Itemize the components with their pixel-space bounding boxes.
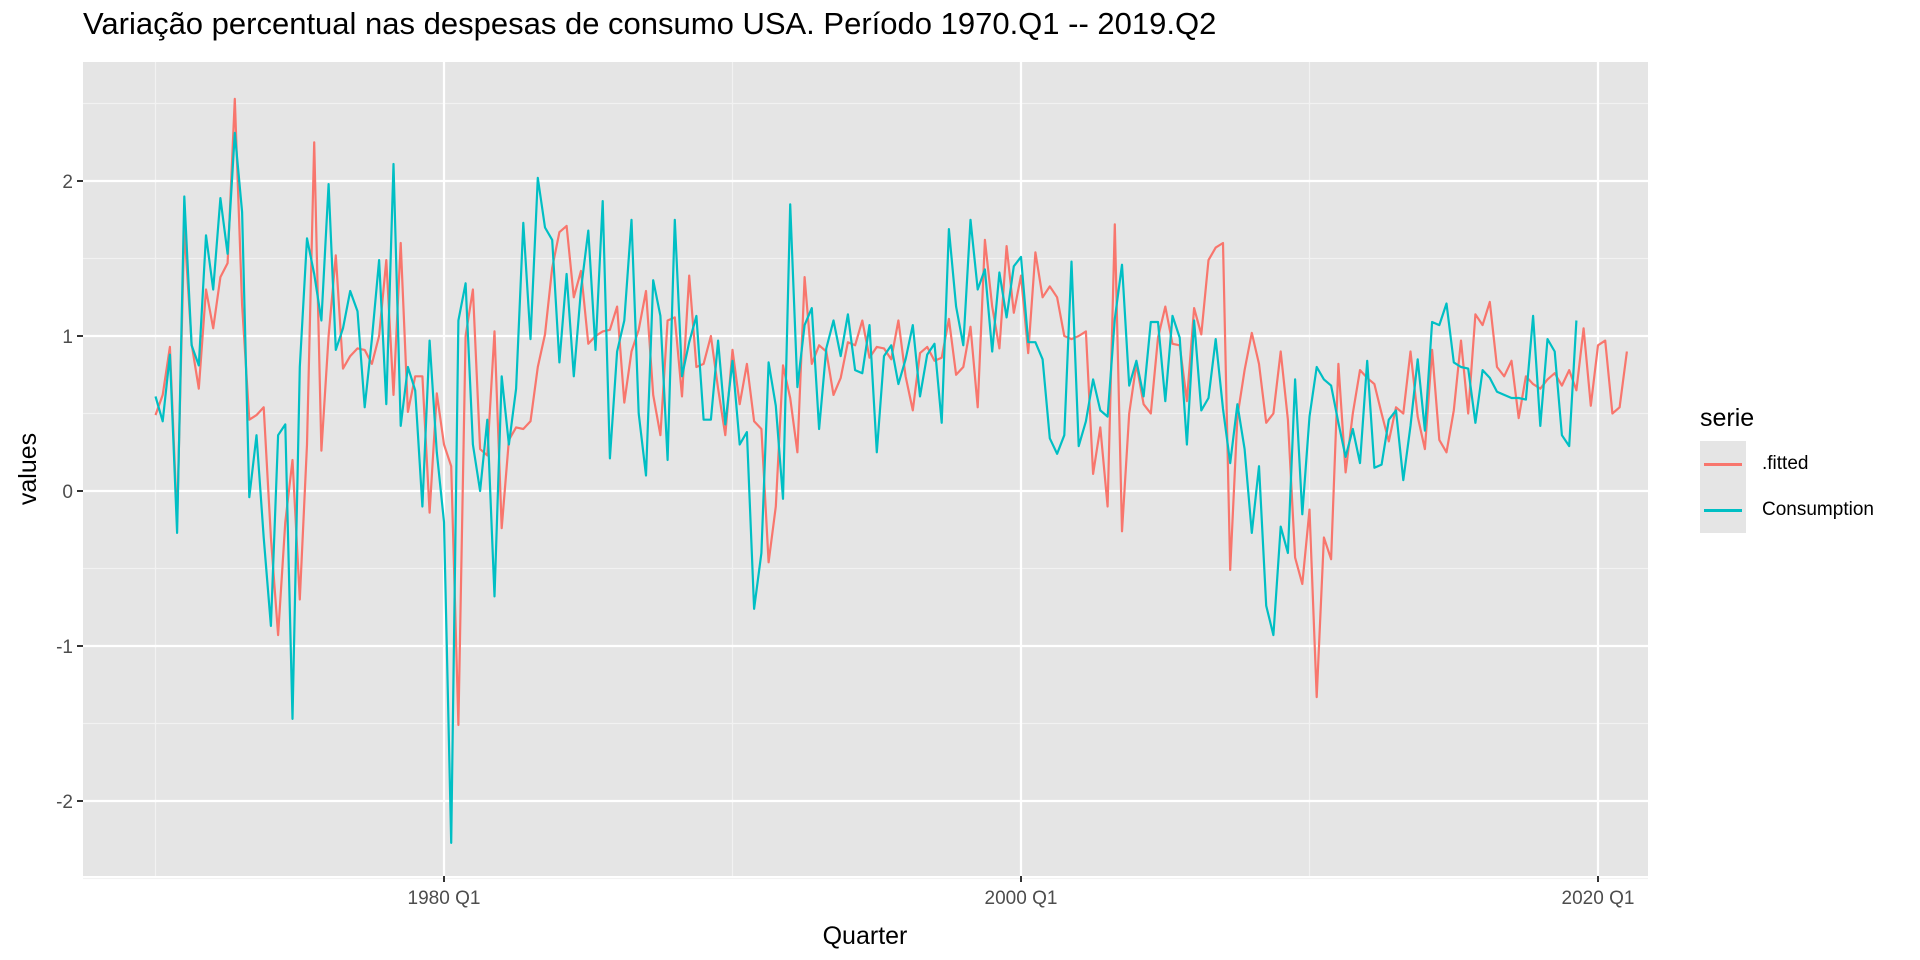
chart-title: Variação percentual nas despesas de cons…: [83, 6, 1217, 41]
y-tick-label: -2: [56, 792, 73, 813]
legend-title: serie: [1700, 404, 1755, 432]
x-axis: 1980 Q1 2000 Q1 2020 Q1: [408, 876, 1635, 909]
major-gridlines: [83, 62, 1648, 876]
series-line-consumption: [154, 131, 1578, 845]
series-line-fitted: [154, 97, 1628, 727]
legend-swatch-consumption: [1704, 508, 1742, 512]
y-axis: -2 -1 0 1 2: [56, 172, 83, 813]
series-layer: [154, 97, 1628, 845]
legend-swatch-fitted: [1704, 462, 1742, 466]
y-axis-title: values: [14, 433, 42, 505]
y-tick-label: 0: [62, 482, 73, 503]
x-tick-label: 2000 Q1: [985, 888, 1058, 909]
legend-key-fitted: [1700, 441, 1746, 487]
legend-label-fitted: .fitted: [1762, 453, 1809, 474]
legend: serie .fitted Consumption: [1700, 404, 1874, 533]
legend-key-consumption: [1700, 487, 1746, 533]
y-tick-label: 1: [62, 327, 73, 348]
y-tick-label: 2: [62, 172, 73, 193]
y-tick-label: -1: [56, 637, 73, 658]
plot-panel: [83, 62, 1648, 876]
x-tick-label: 1980 Q1: [408, 888, 481, 909]
legend-item-fitted: .fitted: [1700, 441, 1874, 487]
x-tick-label: 2020 Q1: [1562, 888, 1635, 909]
legend-item-consumption: Consumption: [1700, 487, 1874, 533]
legend-label-consumption: Consumption: [1762, 499, 1874, 520]
x-axis-title: Quarter: [823, 922, 908, 950]
minor-gridlines: [83, 62, 1648, 880]
